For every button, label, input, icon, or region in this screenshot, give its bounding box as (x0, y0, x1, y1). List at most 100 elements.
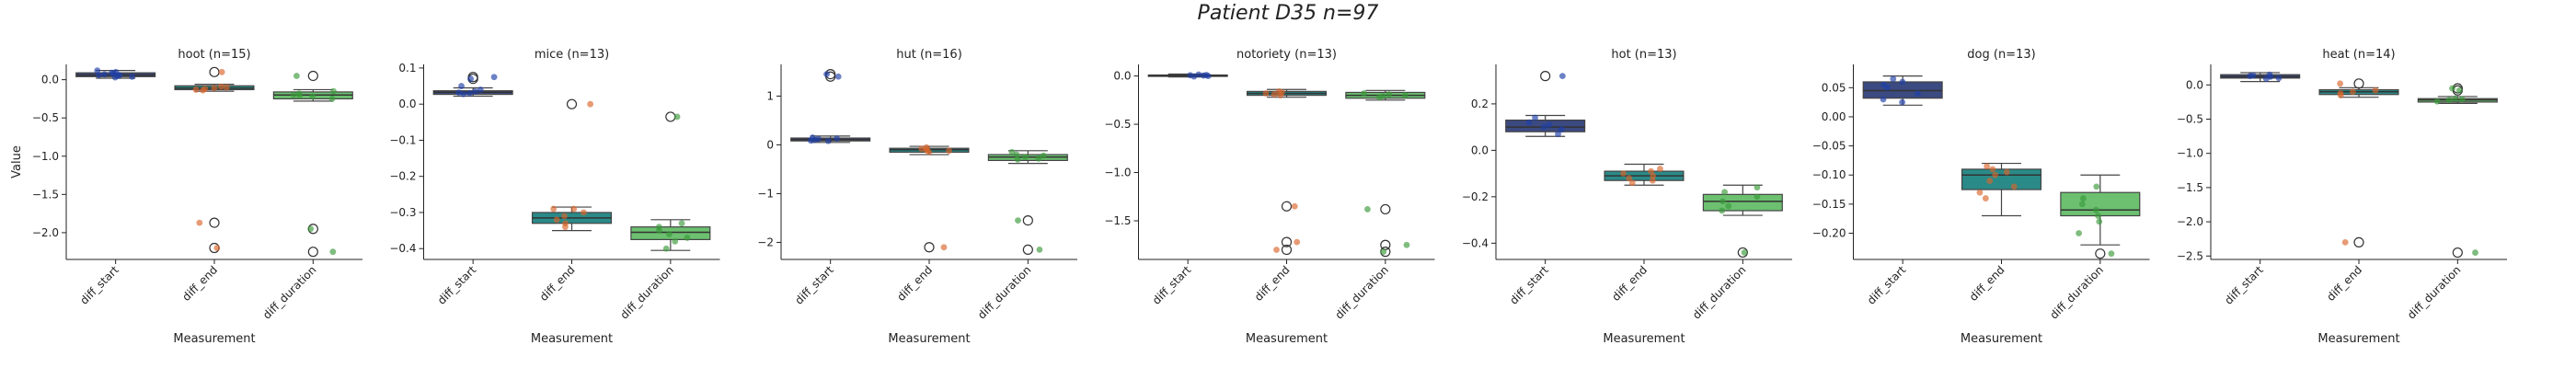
data-point-duration (1361, 90, 1367, 97)
y-tick-label: 0.1 (398, 62, 416, 75)
data-point-start (1899, 98, 1906, 106)
data-point-duration (293, 73, 300, 79)
data-point-end (1620, 170, 1627, 178)
data-point-duration (1754, 184, 1761, 191)
x-tick-label: diff_start (792, 263, 836, 307)
x-tick-label: diff_duration (260, 263, 318, 321)
x-tick-label: diff_duration (1333, 263, 1391, 321)
outlier-point (2452, 247, 2463, 259)
data-point-duration (1741, 249, 1748, 256)
data-point-start (466, 90, 473, 97)
subplot-3: hut (n=16) 1 0 −1 −2 diff_start diff_end diff_d… (757, 48, 1077, 346)
y-tick-label: −1 (757, 187, 774, 200)
box-diff_start (1505, 71, 1586, 138)
data-point-duration (1754, 193, 1761, 201)
data-point-end (570, 205, 578, 213)
box-diff_end (2318, 78, 2399, 248)
subplot-5: hot (n=13) 0.2 0.0 −0.2 −0.4 diff_start diff_e… (1462, 48, 1792, 346)
data-point-end (2341, 239, 2349, 246)
x-tick-label: diff_end (2324, 263, 2364, 304)
figure-title: Patient D35 n=97 (1198, 2, 1379, 25)
data-point-start (1880, 81, 1887, 88)
y-tick-label: 1 (766, 89, 774, 102)
box-diff_start (75, 67, 156, 81)
subplot-2: mice (n=13) 0.1 0.0 −0.1 −0.2 −0.3 −0.4 diff_st… (389, 48, 720, 346)
y-tick-label: 0.0 (1113, 70, 1131, 83)
data-point-start (458, 83, 465, 89)
data-point-start (1525, 119, 1533, 126)
data-point-end (587, 100, 594, 108)
box-diff_duration (2060, 174, 2141, 259)
data-point-start (1200, 72, 1207, 79)
subplot-4: notoriety (n=13) 0.0 −0.5 −1.0 −1.5 diff_star… (1104, 48, 1435, 346)
data-point-end (580, 209, 587, 216)
y-tick-label: −1.5 (32, 188, 59, 201)
x-tick-label: diff_end (1609, 263, 1650, 304)
data-point-duration (329, 248, 337, 256)
data-point-end (1649, 177, 1656, 184)
data-point-duration (2076, 230, 2083, 236)
box-diff_end (531, 98, 613, 232)
data-point-start (2275, 75, 2283, 82)
data-point-start (1546, 121, 1553, 129)
data-point-duration (1401, 92, 1409, 98)
data-point-end (2349, 88, 2356, 96)
data-point-duration (2458, 96, 2466, 103)
data-point-end (2003, 168, 2010, 176)
data-point-start (455, 89, 463, 97)
data-point-end (1982, 195, 1989, 201)
y-tick-label: 0 (766, 138, 774, 151)
x-tick-label: diff_end (894, 263, 935, 304)
data-point-duration (1719, 207, 1726, 214)
x-axis-label: Measurement (2317, 332, 2399, 346)
data-point-end (192, 86, 200, 93)
data-point-end (218, 83, 224, 90)
box-diff_duration (1702, 184, 1783, 259)
subplot-title: dog (n=13) (1967, 48, 2035, 62)
data-point-end (946, 147, 952, 155)
data-point-duration (328, 96, 336, 102)
data-point-end (1657, 166, 1663, 172)
y-tick-label: −0.2 (1462, 190, 1489, 203)
data-point-duration (2472, 249, 2478, 256)
data-point-start (807, 137, 814, 144)
y-tick-label: 0.2 (1471, 98, 1489, 110)
data-point-end (1273, 247, 1280, 253)
x-tick-label: diff_end (537, 263, 578, 304)
data-point-start (834, 73, 842, 80)
x-tick-label: diff_start (1865, 263, 1909, 307)
data-point-duration (1364, 206, 1371, 213)
data-point-duration (2096, 218, 2103, 225)
data-point-duration (330, 87, 337, 95)
box-diff_duration (630, 111, 711, 252)
data-point-start (109, 69, 115, 76)
subplot-title: hoot (n=15) (178, 48, 250, 62)
outlier-point (1281, 236, 1293, 247)
data-point-duration (2078, 201, 2086, 208)
data-point-end (561, 213, 568, 220)
data-point-end (1291, 202, 1298, 210)
outlier-point (307, 70, 318, 82)
y-tick-label: 0.00 (1822, 110, 1846, 123)
box-body (1961, 168, 2042, 190)
box-diff_start (790, 68, 871, 144)
data-point-start (1880, 96, 1887, 103)
box-diff_end (1961, 162, 2042, 217)
box-diff_start (432, 72, 513, 98)
data-point-start (1555, 131, 1561, 138)
subplot-title: mice (n=13) (535, 48, 609, 62)
data-point-duration (290, 91, 297, 98)
box-diff_duration (272, 70, 353, 258)
box-diff_end (174, 66, 255, 254)
data-point-duration (2108, 250, 2115, 258)
data-point-duration (2452, 95, 2458, 102)
data-point-end (924, 146, 931, 154)
data-point-duration (2095, 213, 2101, 219)
data-point-start (834, 135, 841, 142)
data-point-end (200, 86, 206, 94)
box-diff_end (1246, 87, 1328, 256)
y-tick-label: −0.5 (1104, 118, 1131, 131)
data-point-start (467, 75, 475, 83)
data-point-start (1558, 126, 1565, 133)
